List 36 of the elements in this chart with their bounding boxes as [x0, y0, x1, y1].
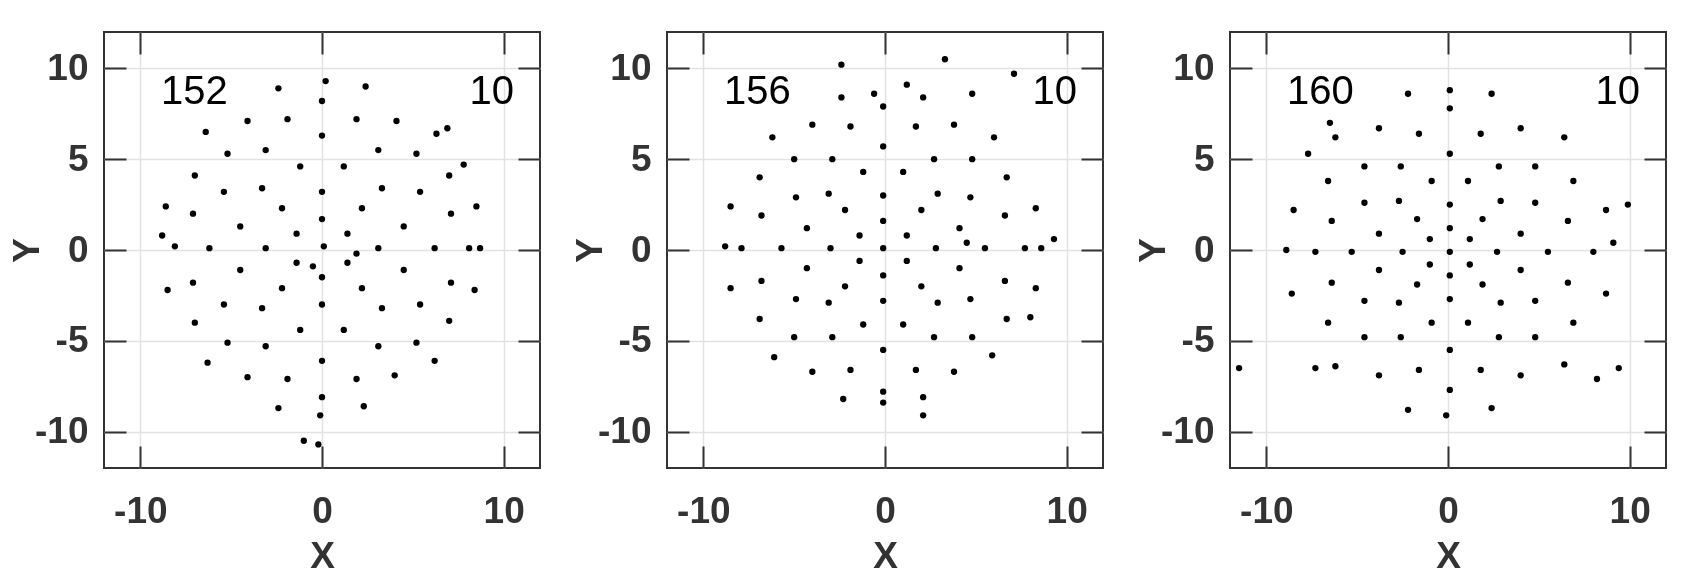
y-axis-title: Y — [5, 237, 47, 263]
y-tick-label: -5 — [1181, 319, 1215, 361]
y-tick-label: -5 — [55, 319, 89, 361]
y-tick-label: 0 — [67, 228, 89, 270]
y-tick-label: 5 — [630, 137, 652, 179]
y-tick-label: 10 — [610, 46, 652, 88]
annotation: 10 — [1032, 68, 1077, 112]
annotation: 160 — [1287, 68, 1354, 112]
y-axis-title: Y — [1131, 237, 1173, 263]
x-tick-label: 0 — [312, 489, 333, 531]
x-tick-label: 0 — [1438, 489, 1459, 531]
y-tick-label: 5 — [1193, 137, 1215, 179]
y-tick-label: -5 — [618, 319, 652, 361]
x-tick-label: 10 — [1046, 489, 1088, 531]
x-axis-title: X — [873, 534, 899, 573]
annotation: 10 — [469, 68, 514, 112]
y-axis-title: Y — [568, 237, 610, 263]
y-tick-label: -10 — [1161, 410, 1215, 452]
annotation: 10 — [1595, 68, 1640, 112]
x-tick-label: -10 — [677, 489, 731, 531]
y-tick-label: 10 — [1173, 46, 1215, 88]
y-tick-label: -10 — [598, 410, 652, 452]
y-tick-label: 0 — [630, 228, 652, 270]
annotation: 152 — [161, 68, 228, 112]
x-tick-label: -10 — [114, 489, 168, 531]
x-tick-label: 10 — [483, 489, 525, 531]
y-tick-label: -10 — [35, 410, 89, 452]
x-axis-title: X — [310, 534, 336, 573]
x-axis-title: X — [1436, 534, 1462, 573]
annotation: 156 — [724, 68, 791, 112]
x-tick-label: 0 — [875, 489, 896, 531]
y-tick-label: 5 — [67, 137, 89, 179]
x-tick-label: -10 — [1240, 489, 1294, 531]
x-tick-label: 10 — [1609, 489, 1651, 531]
y-tick-label: 0 — [1193, 228, 1215, 270]
y-tick-label: 10 — [47, 46, 89, 88]
